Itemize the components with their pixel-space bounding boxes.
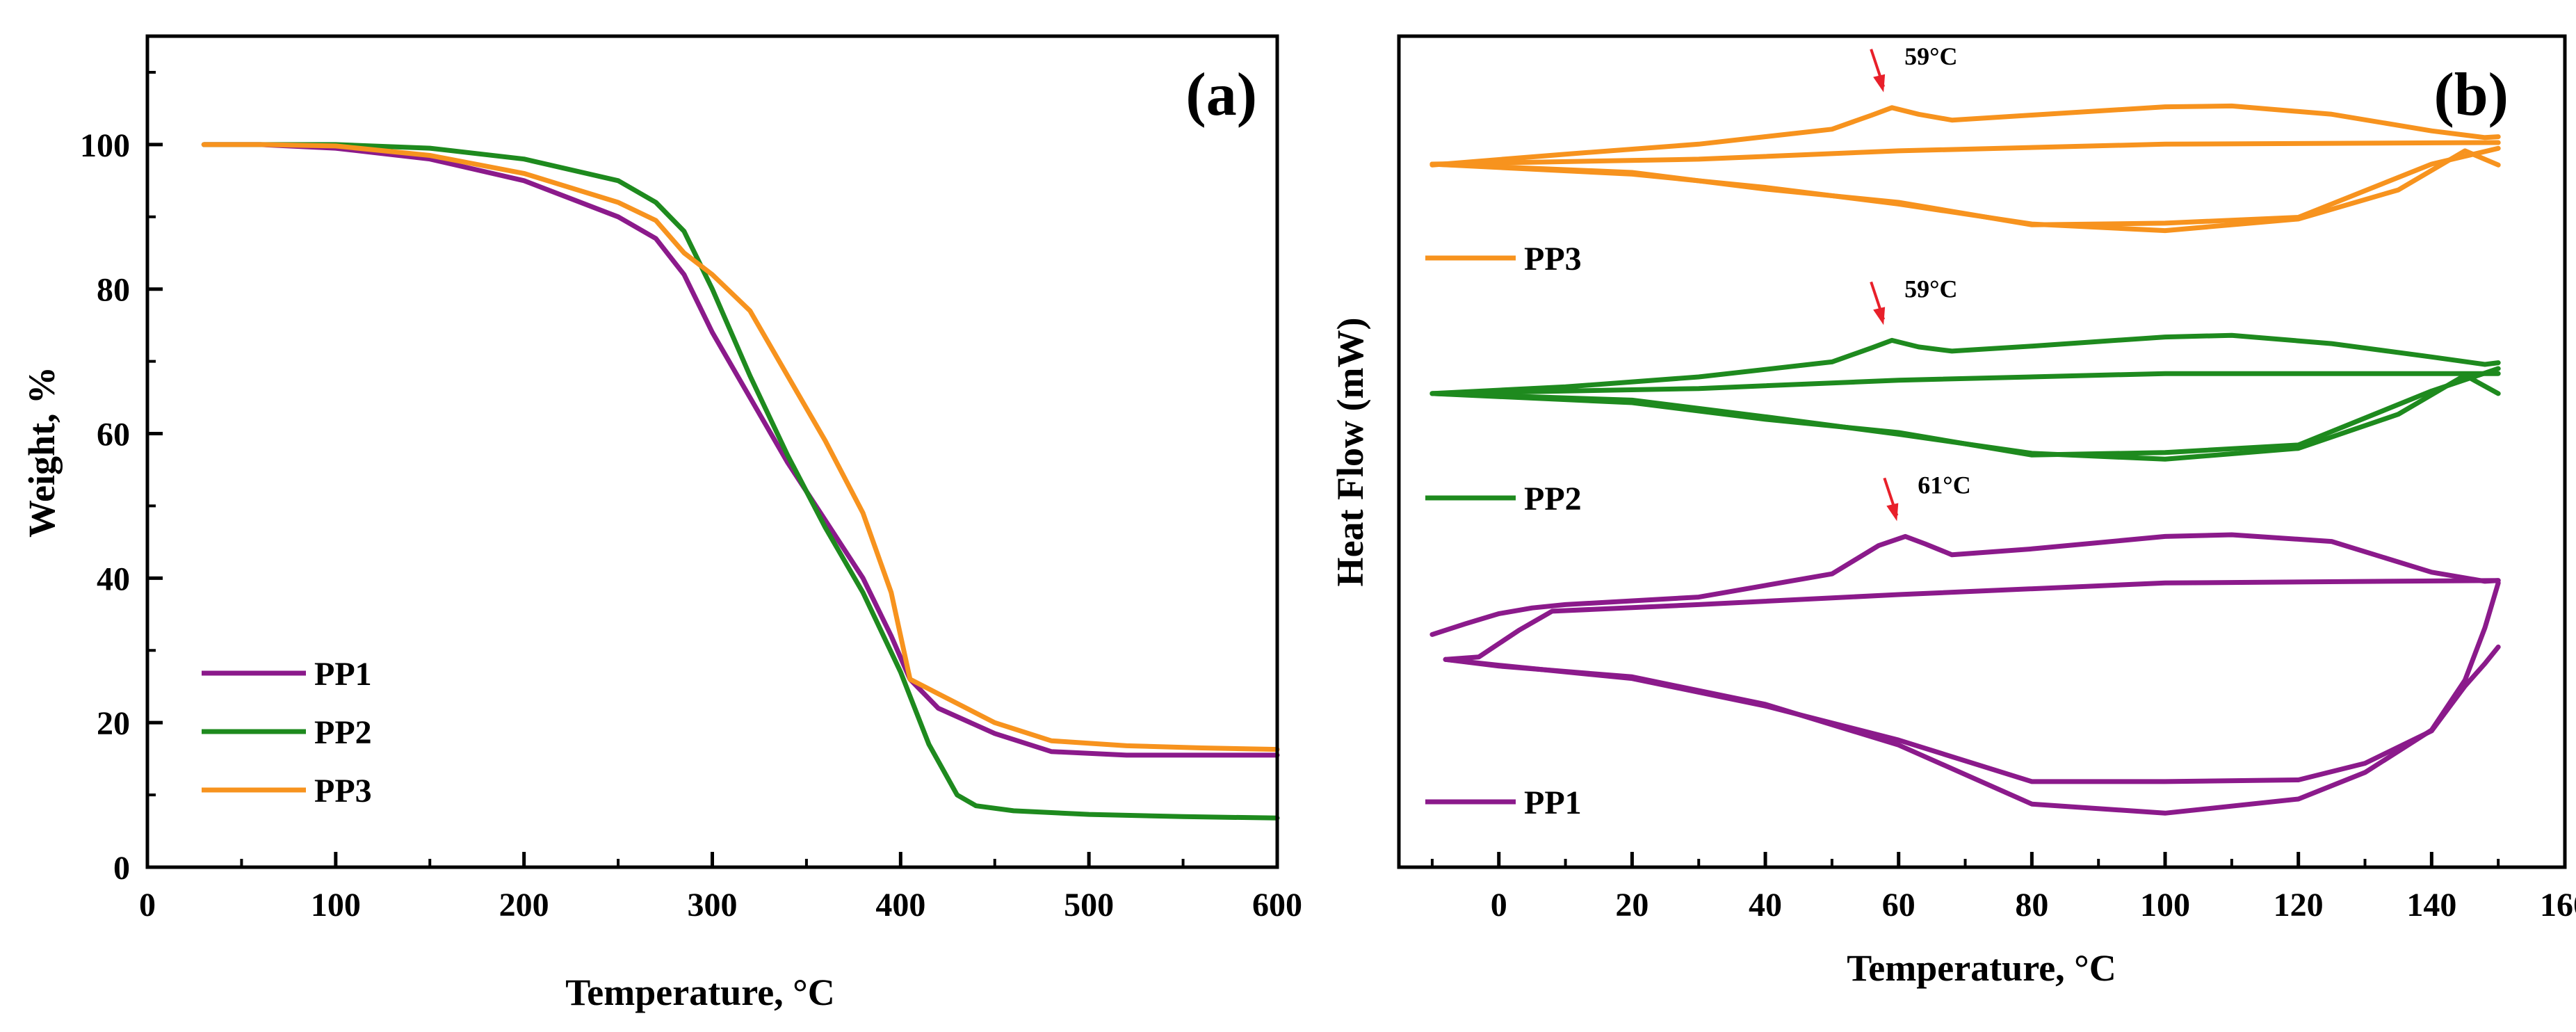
- annotation-label: 61°C: [1918, 471, 1970, 499]
- annotation-arrowhead: [1873, 74, 1886, 92]
- series-line-pp2: [1429, 332, 2501, 396]
- panel-b-x-axis-label: Temperature, °C: [1847, 947, 2116, 989]
- panel-a-ticks: 0 100 200 300 400 500 600 0 20 40 60 80 100: [80, 70, 1302, 924]
- x-tick-label: 0: [139, 887, 156, 924]
- y-tick-label: 60: [97, 417, 130, 453]
- x-tick-label: 200: [499, 887, 549, 924]
- x-tick-label: 500: [1064, 887, 1114, 924]
- legend-label-pp2: PP2: [314, 714, 372, 751]
- series-line-pp3: [1429, 140, 2501, 167]
- panel-b-y-axis-label: Heat Flow (mW): [1329, 318, 1371, 587]
- series-line-pp1: [1443, 644, 2501, 784]
- legend-label-pp3: PP3: [314, 773, 372, 809]
- series-line-pp3: [201, 142, 1280, 752]
- x-tick-label: 120: [2274, 887, 2324, 924]
- panel-b-annotations: 59°C 59°C 61°C: [1870, 42, 1971, 522]
- series-line-pp3: [1429, 103, 2501, 168]
- panel-b-curves: [1429, 103, 2501, 816]
- x-tick-label: 400: [875, 887, 925, 924]
- y-tick-label: 80: [97, 272, 130, 309]
- panel-b-axes-frame: [1397, 34, 2567, 869]
- y-tick-label: 0: [113, 850, 130, 887]
- x-tick-label: 0: [1491, 887, 1507, 924]
- x-tick-label: 80: [2015, 887, 2048, 924]
- legend-label-pp2: PP2: [1524, 481, 1582, 517]
- panel-a-curves: [201, 142, 1280, 821]
- annotation-label: 59°C: [1904, 275, 1957, 303]
- panel-b-ticks: 0 20 40 60 80 100 120 140 160: [1430, 852, 2576, 924]
- x-tick-label: 100: [2140, 887, 2190, 924]
- x-tick-label: 160: [2540, 887, 2576, 924]
- panel-b-label: (b): [2433, 61, 2509, 129]
- series-line-pp2: [201, 142, 1280, 821]
- series-line-pp1: [201, 142, 1280, 758]
- panel-a-tga-chart: 0 100 200 300 400 500 600 0 20 40 60 80 100 (a) Temp…: [21, 34, 1302, 1013]
- series-line-pp2: [1429, 373, 2501, 462]
- legend-label-pp1: PP1: [1524, 784, 1582, 821]
- panel-a-y-axis-label: Weight, %: [21, 366, 63, 538]
- legend-label-pp3: PP3: [1524, 241, 1582, 277]
- panel-b-legend: PP3 PP2 PP1: [1425, 241, 1582, 821]
- series-line-pp2: [1429, 371, 2501, 396]
- panel-a-x-axis-label: Temperature, °C: [565, 971, 835, 1013]
- x-tick-label: 100: [311, 887, 361, 924]
- legend-label-pp1: PP1: [314, 656, 372, 693]
- series-line-pp2: [1429, 366, 2501, 458]
- x-tick-label: 300: [688, 887, 738, 924]
- annotation-arrowhead: [1873, 307, 1886, 325]
- series-line-pp1: [1443, 580, 2501, 816]
- x-tick-label: 600: [1252, 887, 1302, 924]
- y-tick-label: 20: [97, 705, 130, 742]
- y-tick-label: 100: [80, 127, 130, 164]
- x-tick-label: 40: [1749, 887, 1782, 924]
- x-tick-label: 60: [1882, 887, 1915, 924]
- series-line-pp1: [1443, 578, 2501, 662]
- x-tick-label: 20: [1615, 887, 1649, 924]
- x-tick-label: 140: [2406, 887, 2456, 924]
- panel-a-label: (a): [1185, 61, 1257, 129]
- annotation-label: 59°C: [1904, 42, 1957, 70]
- series-line-pp1: [1429, 532, 2501, 637]
- panel-b-dsc-chart: 0 20 40 60 80 100 120 140 160 (b) Temperature, °…: [1329, 34, 2576, 989]
- annotation-arrowhead: [1886, 503, 1899, 522]
- series-line-pp3: [1429, 145, 2501, 227]
- panel-a-legend: PP1 PP2 PP3: [202, 656, 372, 809]
- y-tick-label: 40: [97, 561, 130, 597]
